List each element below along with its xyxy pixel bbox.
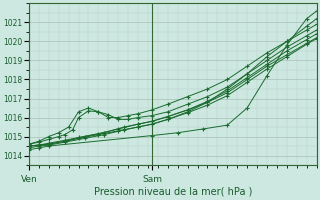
X-axis label: Pression niveau de la mer( hPa ): Pression niveau de la mer( hPa ) (93, 187, 252, 197)
